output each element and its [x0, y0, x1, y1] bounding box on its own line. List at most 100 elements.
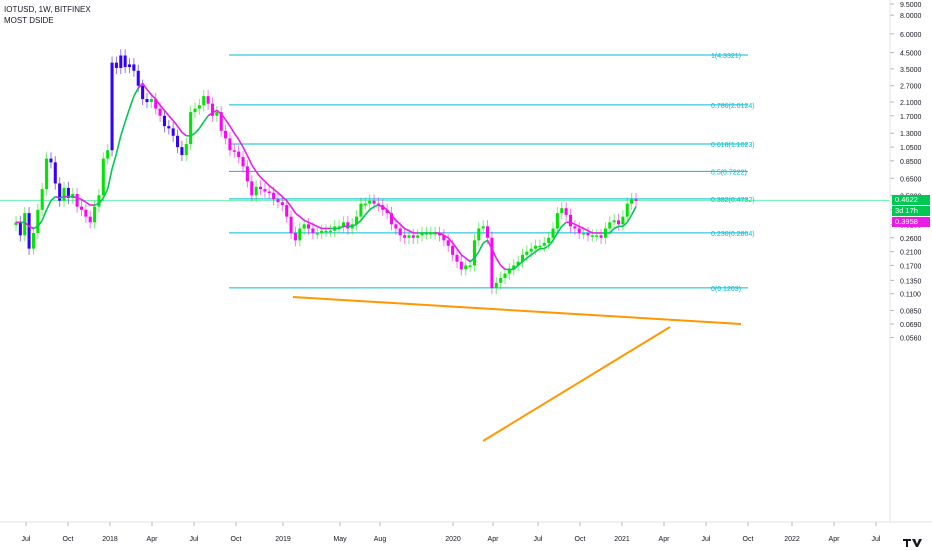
most-line-segment — [386, 209, 393, 216]
most-line-segment — [390, 214, 397, 221]
candle-body — [446, 240, 450, 246]
candle-body — [472, 240, 476, 266]
candle-body — [389, 213, 394, 225]
candle-body — [66, 187, 70, 198]
candle-body — [193, 108, 197, 113]
candle-body — [520, 254, 525, 262]
candle-body — [437, 232, 442, 236]
most-line-segment — [212, 109, 218, 114]
most-line-segment — [583, 227, 589, 232]
tradingview-logo-icon — [903, 539, 922, 547]
most-line-segment — [194, 127, 200, 134]
candle-body — [202, 96, 206, 106]
most-line-segment — [373, 204, 379, 208]
most-line-segment — [24, 221, 30, 227]
most-line-segment — [556, 225, 563, 234]
most-line-segment — [115, 135, 122, 154]
y-tick-label: 1.3000 — [900, 131, 922, 138]
most-line-segment — [439, 232, 445, 237]
fib-level-label: 0(0.1203) — [711, 286, 741, 293]
candle-body — [219, 112, 223, 131]
most-line-segment — [316, 225, 322, 230]
most-line-segment — [181, 131, 187, 137]
most-line-segment — [37, 219, 43, 227]
candle-body — [455, 254, 459, 262]
candle-body — [324, 230, 328, 233]
x-tick-label: Jul — [22, 536, 31, 543]
most-line-segment — [395, 219, 401, 225]
most-line-segment — [146, 88, 152, 96]
candle-body — [525, 251, 529, 255]
most-line-segment — [578, 225, 584, 230]
candle-body — [167, 126, 171, 129]
y-tick-label: 1.7000 — [900, 114, 922, 121]
most-line-segment — [220, 113, 227, 121]
most-line-segment — [451, 242, 458, 250]
candle-body — [36, 209, 40, 233]
candle-body — [547, 237, 551, 243]
most-line-segment — [456, 248, 463, 256]
candle-body — [280, 202, 284, 206]
y-tick-label: 2.7000 — [900, 84, 922, 91]
candle-body — [573, 226, 577, 229]
most-line-segment — [561, 221, 567, 227]
candle-body — [577, 228, 581, 233]
most-line-segment — [473, 251, 480, 259]
most-line-segment — [120, 121, 126, 137]
candle-body — [407, 235, 411, 238]
candle-body — [560, 208, 564, 214]
most-line-segment — [224, 119, 231, 127]
most-line-segment — [526, 254, 532, 259]
most-line-segment — [408, 229, 414, 234]
y-tick-label: 0.0690 — [900, 322, 922, 329]
y-tick-label: 0.8500 — [900, 159, 922, 166]
y-tick-label: 2.1000 — [900, 100, 922, 107]
candle-body — [468, 265, 472, 267]
most-line-segment — [404, 227, 410, 232]
y-tick-label: 3.5000 — [900, 67, 922, 74]
candle-body — [363, 203, 367, 206]
most-line-segment — [106, 168, 113, 190]
x-tick-label: Apr — [147, 536, 159, 543]
candle-body — [420, 232, 424, 236]
x-tick-label: Oct — [743, 536, 754, 543]
candle-body — [608, 222, 612, 229]
y-tick-label: 0.2100 — [900, 250, 922, 257]
most-line-segment — [137, 82, 144, 89]
price-axis-tag: 3d 17h — [892, 206, 930, 217]
candle-body — [599, 235, 603, 238]
x-tick-label: Oct — [63, 536, 74, 543]
candle-body — [97, 195, 101, 207]
candle-body — [245, 166, 249, 182]
candle-body — [215, 112, 219, 116]
candle-body — [512, 265, 516, 270]
candle-body — [617, 220, 621, 225]
candle-body — [328, 230, 332, 233]
most-line-segment — [290, 206, 297, 214]
most-line-segment — [312, 223, 318, 228]
most-line-segment — [50, 196, 56, 202]
most-line-segment — [626, 214, 633, 223]
candle-body — [398, 228, 402, 236]
candle-body — [586, 232, 590, 236]
most-line-segment — [251, 164, 257, 173]
most-line-segment — [294, 212, 301, 218]
most-line-segment — [45, 200, 52, 211]
candle-body — [149, 99, 153, 103]
candle-body — [127, 64, 132, 68]
most-line-segment — [360, 214, 366, 221]
most-line-segment — [176, 125, 183, 133]
most-line-segment — [378, 204, 384, 208]
x-tick-label: 2022 — [784, 536, 800, 543]
most-line-segment — [513, 264, 519, 270]
candle-body — [403, 235, 407, 238]
most-line-segment — [630, 206, 637, 216]
candle-body — [385, 209, 389, 214]
candle-body — [551, 228, 555, 238]
most-line-segment — [351, 223, 357, 228]
most-line-segment — [570, 221, 576, 226]
candle-body — [189, 112, 193, 145]
candle-body — [119, 55, 123, 68]
most-line-segment — [33, 225, 39, 230]
